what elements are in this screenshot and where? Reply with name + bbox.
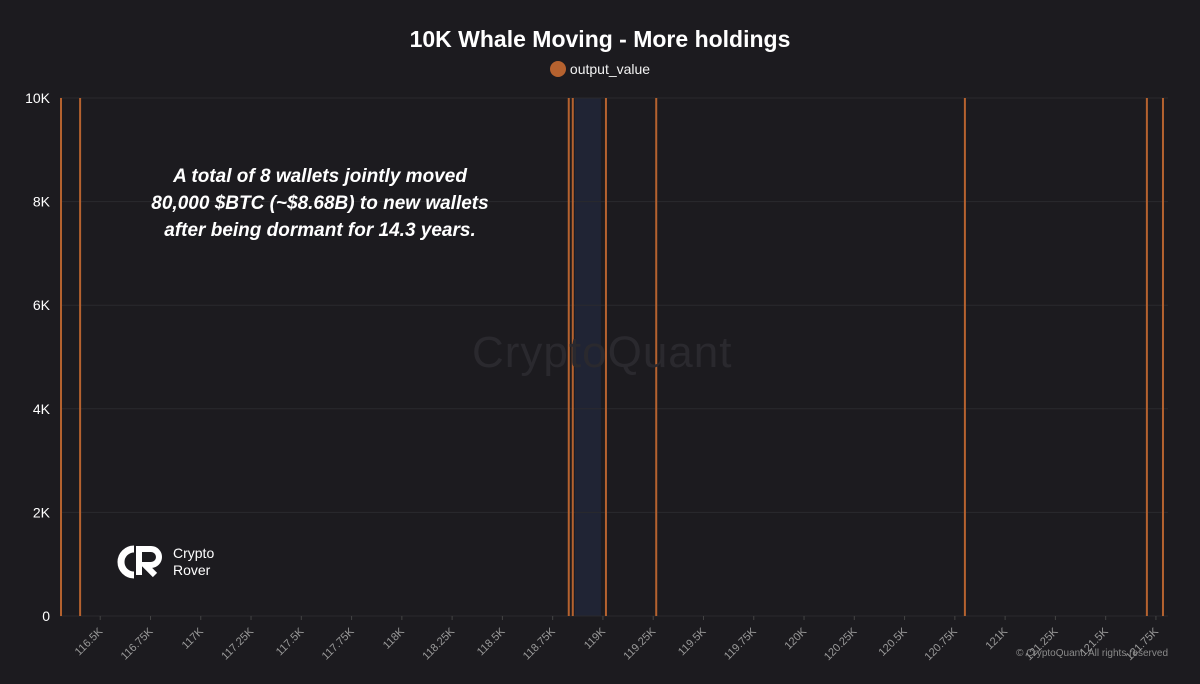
annotation-line-3: after being dormant for 14.3 years. <box>164 220 476 241</box>
bar <box>963 98 966 616</box>
x-tick-label: 119.25K <box>621 625 658 662</box>
x-tick-label: 118.5K <box>475 625 508 658</box>
bars-layer <box>60 98 1164 616</box>
highlight-band-layer <box>574 98 601 616</box>
x-tick-label: 117.5K <box>274 625 307 658</box>
x-tick-label: 118.25K <box>420 625 457 662</box>
x-tick-label: 120.5K <box>877 625 911 659</box>
x-tick-label: 116.5K <box>73 625 106 658</box>
logo-text-line-2: Rover <box>173 562 211 578</box>
x-tick-label: 120K <box>782 625 809 652</box>
annotation-line-1: A total of 8 wallets jointly moved <box>173 166 467 187</box>
annotation-line-2: 80,000 $BTC (~$8.68B) to new wallets <box>151 193 489 214</box>
bar <box>571 98 574 616</box>
x-axis: 116.5K 116.75K 117K 117.25K 117.5K 117.75K 118… <box>73 616 1162 663</box>
y-tick-label: 8K <box>33 194 51 210</box>
x-tick-label: 119.75K <box>722 625 759 662</box>
chart-title: 10K Whale Moving - More holdings <box>409 26 791 52</box>
x-tick-label: 116.75K <box>119 625 156 662</box>
x-tick-label: 117.25K <box>219 625 256 662</box>
chart-legend[interactable]: output_value <box>0 61 1200 77</box>
y-tick-label: 4K <box>33 401 51 417</box>
x-tick-label: 120.75K <box>923 625 961 663</box>
crypto-rover-logo: Crypto Rover <box>117 545 214 579</box>
logo-text: Crypto Rover <box>173 545 214 579</box>
bar <box>1161 98 1164 616</box>
x-tick-label: 121K <box>984 625 1011 652</box>
x-tick-label: 118K <box>381 625 408 652</box>
bar <box>567 98 570 616</box>
x-tick-label: 120.25K <box>822 625 860 663</box>
logo-text-line-1: Crypto <box>173 545 215 561</box>
bar <box>655 98 658 616</box>
x-tick-label: 117.75K <box>320 625 357 662</box>
crypto-rover-logo-icon <box>117 545 162 579</box>
bar <box>1145 98 1148 616</box>
y-axis: 0 2K 4K 6K 8K 10K <box>25 90 51 624</box>
copyright-notice: © CryptoQuant. All rights reserved <box>1016 648 1168 659</box>
bar <box>604 98 607 616</box>
chart-annotation: A total of 8 wallets jointly moved 80,00… <box>110 163 530 244</box>
y-tick-label: 0 <box>42 608 50 624</box>
y-tick-label: 6K <box>33 297 51 313</box>
x-tick-label: 119K <box>582 625 609 652</box>
watermark: CryptoQuant <box>472 328 733 377</box>
x-tick-label: 118.75K <box>521 625 558 662</box>
bar <box>60 98 63 616</box>
highlight-band <box>574 98 601 616</box>
y-tick-label: 2K <box>33 504 51 520</box>
bar <box>79 98 82 616</box>
legend-label-output-value: output_value <box>569 61 651 77</box>
x-tick-label: 117K <box>180 625 207 652</box>
y-tick-label: 10K <box>25 90 51 106</box>
x-tick-label: 119.5K <box>676 625 709 658</box>
legend-swatch-output-value <box>549 61 566 77</box>
grid-layer <box>60 97 1168 617</box>
